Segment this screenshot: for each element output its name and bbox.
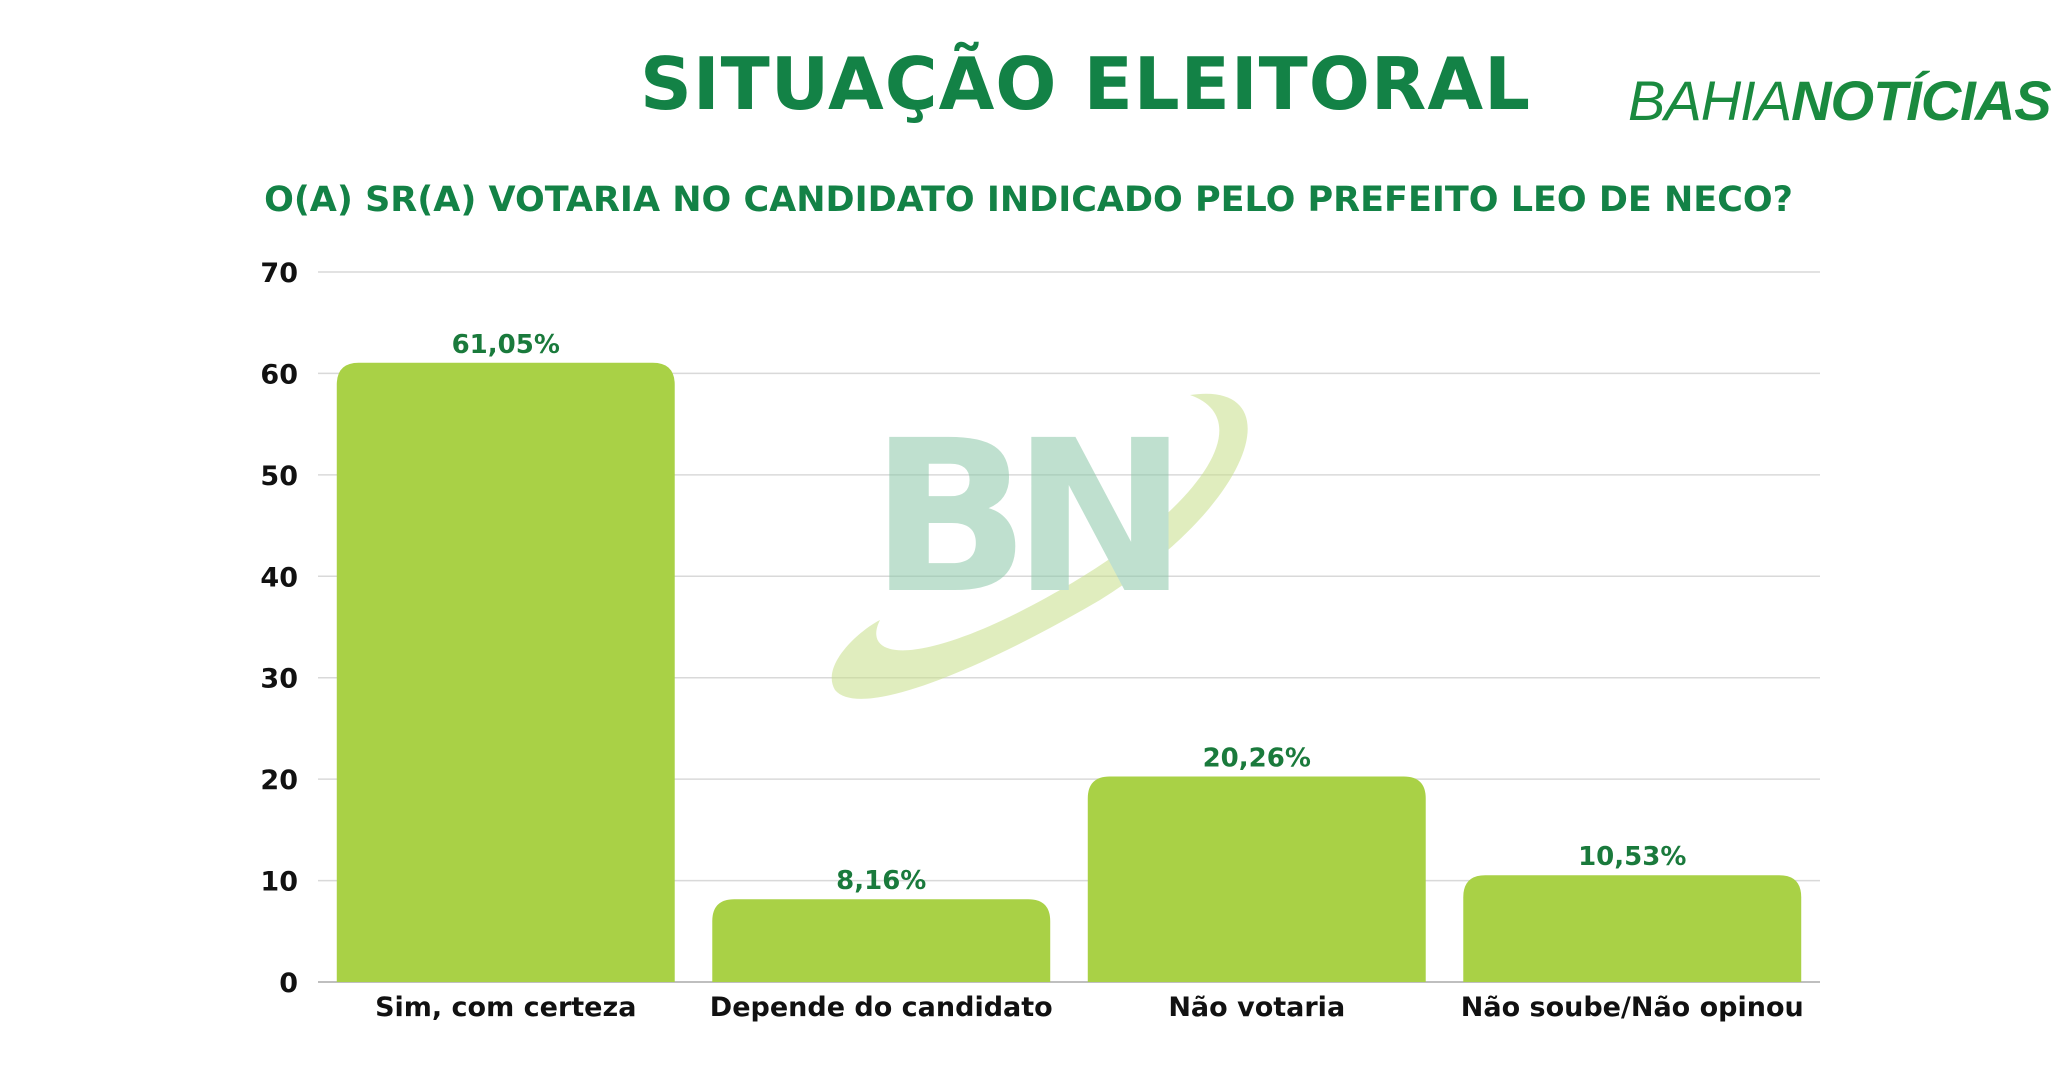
bar [336,362,675,982]
y-tick-label: 10 [260,867,298,898]
y-tick-label: 20 [260,765,298,796]
x-axis-labels: Sim, com certeza Depende do candidato Não … [375,992,1804,1023]
logo-text-bahia: BAHIA [1628,69,1792,132]
chart-subtitle: O(A) SR(A) VOTARIA NO CANDIDATO INDICADO… [264,180,1793,220]
bar-value-label: 20,26% [1203,744,1311,774]
x-category-label: Depende do candidato [710,992,1053,1023]
watermark-letters: BN [870,395,1170,640]
y-tick-label: 0 [279,968,298,999]
bar [1463,875,1802,982]
y-tick-label: 40 [260,562,298,593]
bahia-noticias-logo: BAHIANOTÍCIAS [1628,68,2052,133]
bn-watermark: BN [831,393,1248,699]
y-tick-label: 60 [260,359,298,390]
y-axis: 0 10 20 30 40 50 60 70 [260,258,298,999]
chart-title: SITUAÇÃO ELEITORAL [640,42,1531,126]
bar-value-label: 10,53% [1578,842,1686,872]
x-category-label: Não votaria [1168,992,1345,1023]
y-tick-label: 50 [260,461,298,492]
x-category-label: Não soube/Não opinou [1461,992,1804,1023]
bar [712,899,1051,982]
bars [336,362,1802,982]
value-labels: 61,05% 8,16% 20,26% 10,53% [452,330,1687,896]
watermark-swoosh [831,393,1248,699]
y-tick-label: 30 [260,664,298,695]
bar-value-label: 61,05% [452,330,560,360]
y-tick-label: 70 [260,258,298,289]
bar-value-label: 8,16% [836,866,926,896]
logo-text-noticias: NOTÍCIAS [1791,69,2052,132]
x-category-label: Sim, com certeza [375,992,636,1023]
bar [1087,776,1426,982]
